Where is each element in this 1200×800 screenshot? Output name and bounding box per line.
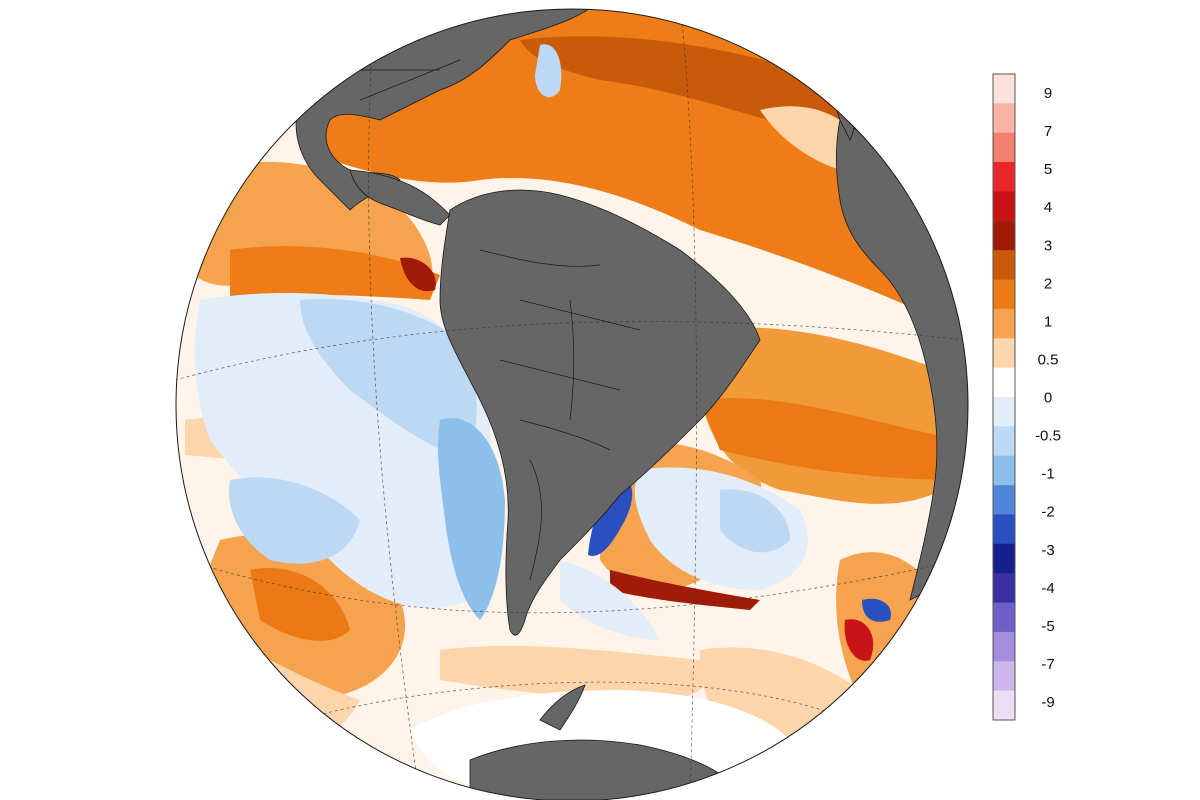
colorbar-tick-labels: 9 7 5 4 3 2 1 0.5 0 -0.5 -1 -2 -3 -4 -5 -7 -9: [1035, 85, 1061, 711]
colorbar-tick-label: 4: [1044, 199, 1052, 216]
colorbar-tick-label: -7: [1041, 656, 1054, 673]
colorbar-swatch: [993, 543, 1015, 574]
colorbar-tick-label: -9: [1041, 694, 1054, 711]
colorbar-tick-label: -2: [1041, 504, 1054, 521]
central-america-land: [349, 169, 451, 226]
colorbar-swatch: [993, 455, 1015, 486]
colorbar-swatch: [993, 308, 1015, 339]
graticule: [176, 9, 966, 800]
antarctic-peninsula-land: [539, 684, 586, 731]
colorbar-tick-label: -4: [1041, 580, 1054, 597]
colorbar-swatch: [993, 485, 1015, 516]
colorbar-tick-label: -5: [1041, 618, 1054, 635]
colorbar-tick-label: -3: [1041, 542, 1054, 559]
colorbar-tick-label: 3: [1044, 237, 1052, 254]
colorbar-swatch: [993, 279, 1015, 310]
colorbar-swatch: [993, 690, 1015, 721]
colorbar-swatch: [993, 74, 1015, 104]
colorbar-tick-label: -1: [1041, 466, 1054, 483]
colorbar-tick-label: 0.5: [1038, 351, 1059, 368]
colorbar-swatch: [993, 573, 1015, 604]
colorbar-swatch: [993, 250, 1015, 281]
colorbar-swatch: [993, 132, 1015, 163]
colorbar-swatch: [993, 103, 1015, 134]
colorbar-frame: [992, 73, 1016, 721]
colorbar-swatches: [993, 74, 1015, 721]
colorbar-swatch: [993, 661, 1015, 692]
colorbar-swatch: [993, 514, 1015, 545]
colorbar-tick-label: 7: [1044, 123, 1052, 140]
colorbar-swatch: [993, 631, 1015, 662]
colorbar-tick-label: 0: [1044, 390, 1052, 407]
colorbar-swatch: [993, 426, 1015, 457]
cool-anomaly-layer: [194, 44, 940, 640]
globe-outline: [175, 8, 969, 800]
colorbar-tick-label: -0.5: [1035, 428, 1061, 445]
colorbar-swatch: [993, 367, 1015, 398]
colorbar-swatch: [993, 220, 1015, 251]
colorbar-tick-label: 1: [1044, 313, 1052, 330]
colorbar-swatch: [993, 191, 1015, 222]
south-america-land: [439, 189, 761, 636]
colorbar-tick-label: 5: [1044, 161, 1052, 178]
colorbar-tick-label: 2: [1044, 275, 1052, 292]
colorbar-swatch: [993, 602, 1015, 633]
colorbar-tick-label: 9: [1044, 85, 1052, 102]
colorbar-swatch: [993, 338, 1015, 369]
colorbar-swatch: [993, 397, 1015, 427]
country-borders: [340, 39, 641, 581]
colorbar-swatch: [993, 162, 1015, 193]
